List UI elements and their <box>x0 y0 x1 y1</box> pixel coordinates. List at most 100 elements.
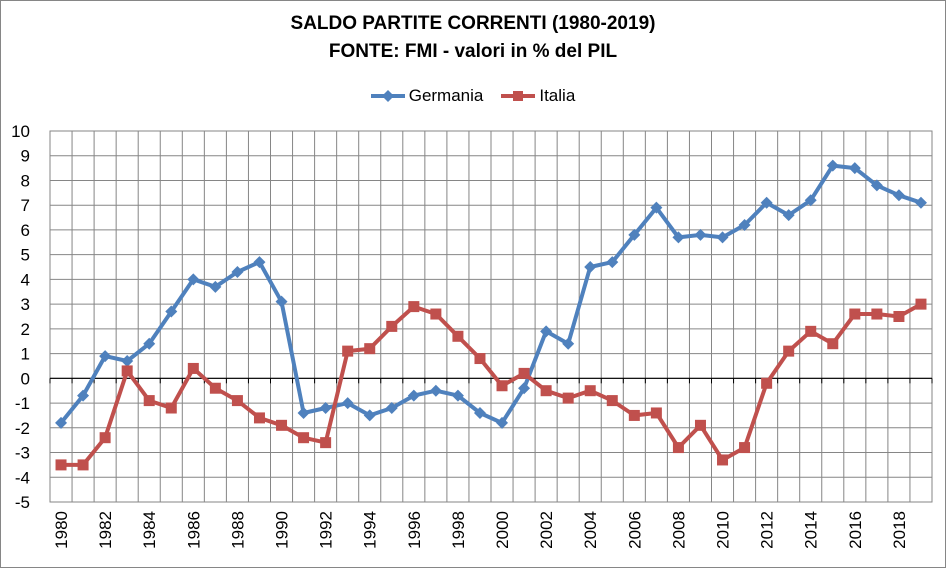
x-tick-label: 1986 <box>184 511 203 549</box>
data-point-germania <box>297 406 310 419</box>
data-point-italia <box>253 412 265 424</box>
y-tick-label: -4 <box>15 468 30 487</box>
data-point-italia <box>364 343 376 355</box>
data-point-germania <box>77 389 90 402</box>
x-tick-label: 1998 <box>449 511 468 549</box>
x-tick-label: 2018 <box>890 511 909 549</box>
data-point-germania <box>672 231 685 244</box>
y-tick-label: -3 <box>15 444 30 463</box>
data-point-italia <box>165 402 177 414</box>
data-point-germania <box>826 159 839 172</box>
data-point-germania <box>209 280 222 293</box>
legend-label-germania: Germania <box>408 86 484 105</box>
data-point-italia <box>915 298 927 310</box>
data-point-germania <box>99 350 112 363</box>
data-point-italia <box>518 367 530 379</box>
y-tick-label: 7 <box>21 196 30 215</box>
y-tick-label: 10 <box>11 122 30 141</box>
data-point-italia <box>694 419 706 431</box>
series-line-italia <box>61 302 922 467</box>
x-tick-label: 2000 <box>493 511 512 549</box>
data-point-germania <box>562 337 575 350</box>
y-tick-label: 2 <box>21 320 30 339</box>
x-tick-label: 2012 <box>758 511 777 549</box>
data-point-germania <box>165 305 178 318</box>
data-point-germania <box>870 179 883 192</box>
data-point-germania <box>451 389 464 402</box>
data-point-germania <box>143 337 156 350</box>
x-tick-label: 2008 <box>669 511 688 549</box>
data-point-italia <box>231 395 243 407</box>
data-point-germania <box>540 325 553 338</box>
series-italia <box>55 298 927 471</box>
data-point-germania <box>892 189 905 202</box>
data-point-germania <box>606 256 619 269</box>
data-point-italia <box>606 395 618 407</box>
y-tick-label: 0 <box>21 369 30 388</box>
x-tick-label: 1982 <box>96 511 115 549</box>
y-tick-label: 4 <box>21 270 30 289</box>
data-point-italia <box>827 338 839 350</box>
x-tick-label: 2016 <box>846 511 865 549</box>
data-point-italia <box>739 442 751 454</box>
x-tick-label: 1996 <box>405 511 424 549</box>
data-point-germania <box>55 416 68 429</box>
data-point-italia <box>121 365 133 377</box>
data-point-germania <box>429 384 442 397</box>
data-point-italia <box>474 353 486 365</box>
y-tick-label: -2 <box>15 419 30 438</box>
data-point-germania <box>407 389 420 402</box>
series-line-germania <box>59 163 922 425</box>
x-tick-label: 1992 <box>317 511 336 549</box>
legend-item-germania: Germania <box>370 86 484 106</box>
data-point-italia <box>55 459 67 471</box>
data-point-germania <box>716 231 729 244</box>
data-point-italia <box>805 325 817 337</box>
y-tick-label: 6 <box>21 221 30 240</box>
data-point-italia <box>540 385 552 397</box>
data-point-italia <box>430 308 442 320</box>
data-point-germania <box>275 295 288 308</box>
x-tick-label: 1988 <box>228 511 247 549</box>
chart-legend: Germania Italia <box>0 84 946 108</box>
data-point-germania <box>804 194 817 207</box>
y-tick-label: 8 <box>21 171 30 190</box>
data-point-italia <box>143 395 155 407</box>
data-point-italia <box>342 345 354 357</box>
data-point-italia <box>187 362 199 374</box>
legend-marker-italia <box>501 91 536 101</box>
data-point-italia <box>650 407 662 419</box>
x-tick-label: 1994 <box>361 511 380 549</box>
data-point-italia <box>99 432 111 444</box>
data-point-italia <box>584 385 596 397</box>
data-point-germania <box>738 218 751 231</box>
data-point-germania <box>694 228 707 241</box>
x-tick-label: 2004 <box>581 511 600 549</box>
y-tick-label: 3 <box>21 295 30 314</box>
data-point-italia <box>209 382 221 394</box>
data-point-germania <box>650 201 663 214</box>
data-point-italia <box>298 432 310 444</box>
chart-title-line-2: FONTE: FMI - valori in % del PIL <box>328 41 618 62</box>
x-tick-label: 1984 <box>140 511 159 549</box>
x-tick-label: 2010 <box>714 511 733 549</box>
chart-title: SALDO PARTITE CORRENTI (1980-2019) FONTE… <box>0 10 946 66</box>
x-tick-label: 1980 <box>52 511 71 549</box>
data-point-germania <box>848 162 861 175</box>
data-point-germania <box>584 261 597 274</box>
series-germania <box>55 159 927 429</box>
y-tick-label: -5 <box>15 493 30 512</box>
data-point-germania <box>231 265 244 278</box>
data-point-italia <box>452 330 464 342</box>
x-tick-label: 1990 <box>273 511 292 549</box>
data-point-germania <box>341 397 354 410</box>
data-point-germania <box>385 402 398 415</box>
data-point-italia <box>496 380 508 392</box>
data-point-italia <box>408 301 420 313</box>
data-point-germania <box>760 196 773 209</box>
data-point-italia <box>871 308 883 320</box>
data-point-italia <box>893 311 905 322</box>
data-point-italia <box>562 392 574 404</box>
data-point-italia <box>320 437 332 449</box>
